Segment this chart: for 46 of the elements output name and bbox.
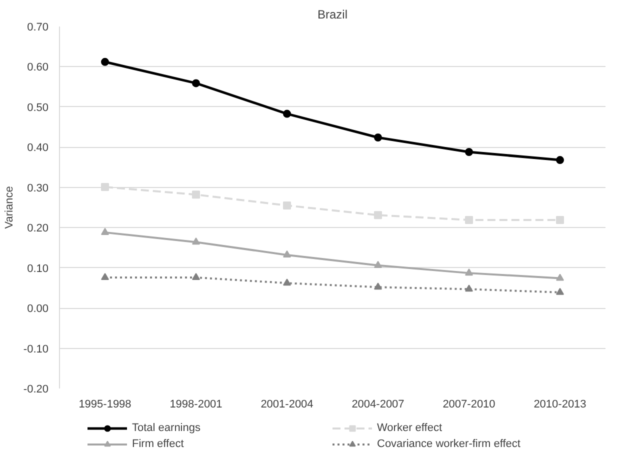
- y-axis-title: Variance: [3, 186, 16, 229]
- chart-title: Brazil: [317, 8, 348, 22]
- point: [465, 148, 473, 156]
- point: [101, 272, 109, 280]
- point: [192, 238, 200, 245]
- point: [192, 79, 200, 88]
- x-tick-label: 1995-1998: [78, 398, 132, 410]
- y-tick-label: 0.50: [27, 102, 49, 114]
- point: [101, 58, 109, 66]
- point: [192, 272, 200, 280]
- point: [556, 156, 564, 164]
- y-tick-label: 0.30: [27, 182, 49, 194]
- point: [101, 182, 109, 191]
- point: [283, 278, 291, 286]
- y-tick-label: 0.60: [27, 62, 49, 74]
- x-tick-label: 2004-2007: [352, 398, 404, 410]
- point: [374, 211, 382, 220]
- point: [556, 216, 564, 224]
- y-tick-label: 0.00: [27, 303, 49, 316]
- point: [283, 250, 291, 258]
- y-tick-label: -0.20: [23, 384, 49, 396]
- y-tick-label: -0.10: [23, 343, 49, 356]
- x-tick-label: 2001-2004: [260, 398, 314, 410]
- point: [101, 228, 109, 235]
- legend-label: Total earnings: [132, 421, 202, 436]
- x-tick-label: 1998-2001: [170, 398, 222, 410]
- y-tick-label: 0.40: [27, 142, 49, 154]
- point: [283, 110, 291, 118]
- point: [374, 282, 382, 290]
- y-tick-label: 0.70: [27, 22, 49, 34]
- point: [374, 134, 382, 142]
- x-tick-label: 2007-2010: [442, 398, 496, 410]
- point: [465, 268, 473, 276]
- y-tick-label: 0.20: [27, 222, 49, 235]
- legend-label: Worker effect: [377, 421, 444, 436]
- legend-label: Firm effect: [132, 437, 185, 452]
- legend-label: Covariance worker-firm effect: [377, 437, 522, 452]
- x-tick-label: 2010-2013: [534, 398, 586, 410]
- point: [192, 190, 200, 199]
- point: [283, 201, 291, 210]
- y-tick-label: 0.10: [27, 262, 49, 275]
- point: [556, 288, 564, 295]
- point: [374, 260, 382, 268]
- point: [556, 274, 564, 281]
- point: [465, 216, 473, 224]
- point: [465, 284, 473, 292]
